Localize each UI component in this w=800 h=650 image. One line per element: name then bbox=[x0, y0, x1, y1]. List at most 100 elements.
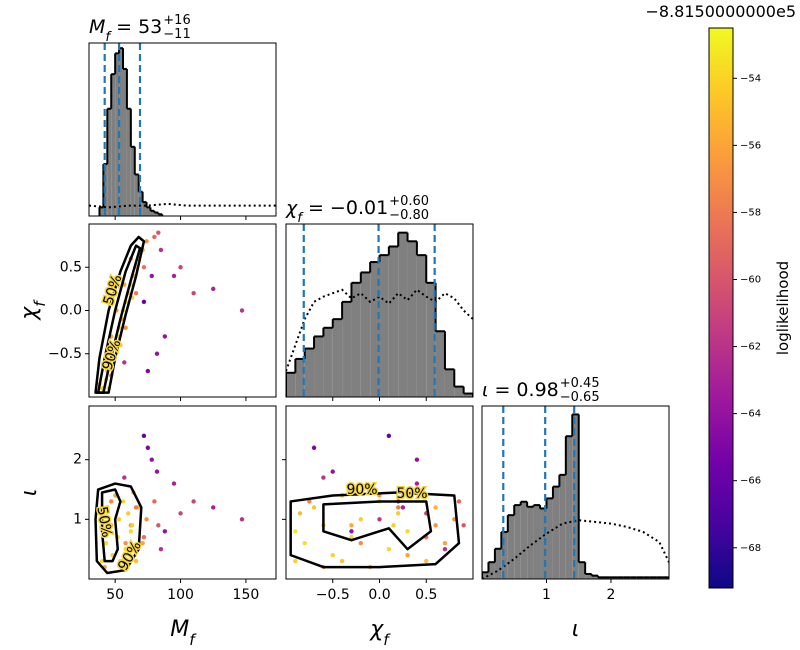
sample-point bbox=[145, 445, 151, 450]
hist-bar bbox=[388, 246, 399, 397]
panel bbox=[286, 224, 473, 397]
sample-point bbox=[156, 523, 161, 528]
sample-point bbox=[158, 247, 164, 253]
hist-bar bbox=[304, 348, 315, 397]
sample-point bbox=[133, 558, 139, 564]
hist-bar bbox=[123, 68, 127, 216]
sample-point bbox=[414, 457, 420, 462]
sample-point bbox=[152, 499, 157, 504]
sample-point bbox=[171, 481, 177, 486]
sample-point bbox=[128, 529, 134, 534]
sample-point bbox=[109, 523, 114, 528]
sample-point bbox=[178, 511, 183, 516]
sample-point bbox=[302, 541, 307, 546]
hist-bar bbox=[435, 331, 445, 397]
sample-point bbox=[358, 517, 363, 522]
sample-point bbox=[116, 517, 122, 522]
hist-bar bbox=[111, 74, 116, 216]
sample-point bbox=[152, 234, 157, 240]
x-tick-label: 1 bbox=[542, 587, 551, 603]
sample-point bbox=[414, 481, 420, 486]
sample-point bbox=[171, 273, 177, 279]
symbol: ι bbox=[17, 489, 42, 496]
sample-point bbox=[99, 558, 105, 564]
x-tick-label: 2 bbox=[607, 587, 616, 603]
panel bbox=[94, 433, 245, 575]
sample-point bbox=[297, 511, 303, 516]
sample-point bbox=[162, 334, 168, 339]
symbol: χ bbox=[369, 617, 384, 642]
sample-point bbox=[349, 529, 354, 534]
sample-point bbox=[239, 517, 245, 522]
sample-point bbox=[140, 541, 145, 546]
hist-bar bbox=[585, 573, 592, 579]
hist-bar bbox=[286, 372, 296, 397]
sample-point bbox=[122, 360, 127, 365]
title-lower: −0.80 bbox=[389, 208, 429, 223]
contour-label: 50% bbox=[101, 273, 126, 308]
sample-point bbox=[424, 558, 429, 564]
sample-point bbox=[442, 541, 448, 546]
hist-bar bbox=[146, 207, 151, 216]
contour bbox=[289, 491, 461, 569]
x-tick-label: 0.5 bbox=[415, 587, 437, 603]
sample-point bbox=[442, 546, 448, 552]
hist-bar bbox=[454, 386, 464, 397]
hist-bar bbox=[126, 108, 131, 216]
contour bbox=[322, 500, 433, 551]
math-label: ι = 0.98 bbox=[482, 379, 559, 401]
x-tick-label: 100 bbox=[167, 587, 194, 603]
panel bbox=[89, 43, 276, 216]
panel bbox=[289, 433, 466, 570]
hist-bar bbox=[416, 255, 427, 397]
y-tick-label: 2 bbox=[73, 452, 82, 468]
hist-bar bbox=[494, 548, 502, 579]
hist-bar bbox=[119, 48, 123, 216]
y-tick-label: 1 bbox=[73, 511, 82, 527]
sample-point bbox=[396, 505, 401, 510]
hist-bar bbox=[501, 531, 508, 579]
panel-frame bbox=[88, 405, 277, 580]
hist-bar bbox=[572, 414, 579, 579]
contour bbox=[96, 244, 142, 394]
sample-point bbox=[461, 523, 466, 528]
hist-bar bbox=[591, 575, 599, 579]
hist-bar bbox=[323, 327, 333, 397]
sample-point bbox=[307, 499, 312, 504]
hist-bar bbox=[370, 262, 380, 397]
colorbar-tick-label: −60 bbox=[740, 274, 761, 285]
sample-point bbox=[293, 558, 298, 564]
symbol: χ bbox=[285, 197, 298, 219]
title-lower: −11 bbox=[163, 27, 190, 42]
sample-point bbox=[141, 299, 147, 305]
sample-point bbox=[405, 529, 410, 534]
sample-point bbox=[126, 511, 131, 516]
sample-point bbox=[405, 552, 410, 558]
sample-point bbox=[330, 552, 335, 558]
hist-bar bbox=[99, 207, 104, 216]
sample-point bbox=[433, 523, 438, 528]
math-label: Mf = 53 bbox=[89, 16, 162, 45]
hist-bar bbox=[107, 108, 112, 216]
hist-bar bbox=[444, 369, 455, 397]
sample-point bbox=[123, 546, 128, 552]
sample-point bbox=[239, 308, 245, 313]
colorbar-tick-label: −58 bbox=[740, 207, 761, 218]
hist-bar bbox=[527, 506, 534, 579]
colorbar-tick-label: −66 bbox=[740, 476, 761, 487]
hist-bar bbox=[578, 562, 586, 579]
sample-point bbox=[377, 517, 382, 522]
x-tick-label: 0.0 bbox=[368, 587, 390, 603]
sample-point bbox=[149, 457, 154, 462]
colorbar-tick-label: −68 bbox=[740, 543, 761, 554]
colorbar bbox=[708, 27, 734, 589]
equals: = 53 bbox=[110, 16, 162, 38]
hist-bar bbox=[154, 212, 159, 216]
panel-frame bbox=[481, 405, 670, 580]
hist-bar bbox=[533, 505, 541, 579]
title-upper: +0.45 bbox=[560, 376, 600, 391]
panel bbox=[482, 406, 669, 579]
y-tick-label: 0.0 bbox=[60, 303, 82, 319]
